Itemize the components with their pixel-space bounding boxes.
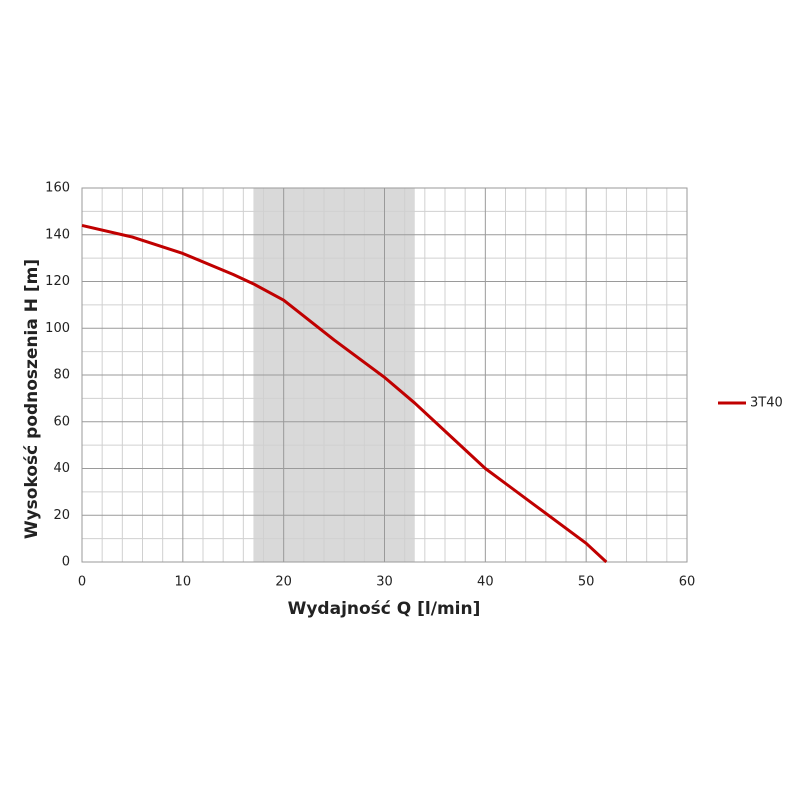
y-tick-label: 40 xyxy=(53,461,70,476)
x-axis-title: Wydajność Q [l/min] xyxy=(288,599,481,619)
legend-label: 3T40 xyxy=(750,396,783,411)
x-tick-label: 60 xyxy=(679,575,696,590)
plot-frame xyxy=(81,187,688,563)
x-tick-label: 0 xyxy=(78,575,86,590)
x-tick-label: 40 xyxy=(477,575,494,590)
y-tick-label: 160 xyxy=(45,181,70,196)
y-axis-title: Wysokość podnoszenia H [m] xyxy=(22,259,42,539)
y-tick-label: 120 xyxy=(45,274,70,289)
y-tick-label: 0 xyxy=(62,555,70,570)
x-tick-label: 10 xyxy=(175,575,192,590)
y-tick-label: 100 xyxy=(45,321,70,336)
y-tick-label: 140 xyxy=(45,227,70,242)
x-tick-label: 30 xyxy=(376,575,393,590)
x-tick-label: 20 xyxy=(275,575,292,590)
x-tick-label: 50 xyxy=(578,575,595,590)
y-tick-label: 20 xyxy=(53,508,70,523)
y-tick-label: 80 xyxy=(53,368,70,383)
y-tick-label: 60 xyxy=(53,414,70,429)
data-line xyxy=(81,223,608,564)
